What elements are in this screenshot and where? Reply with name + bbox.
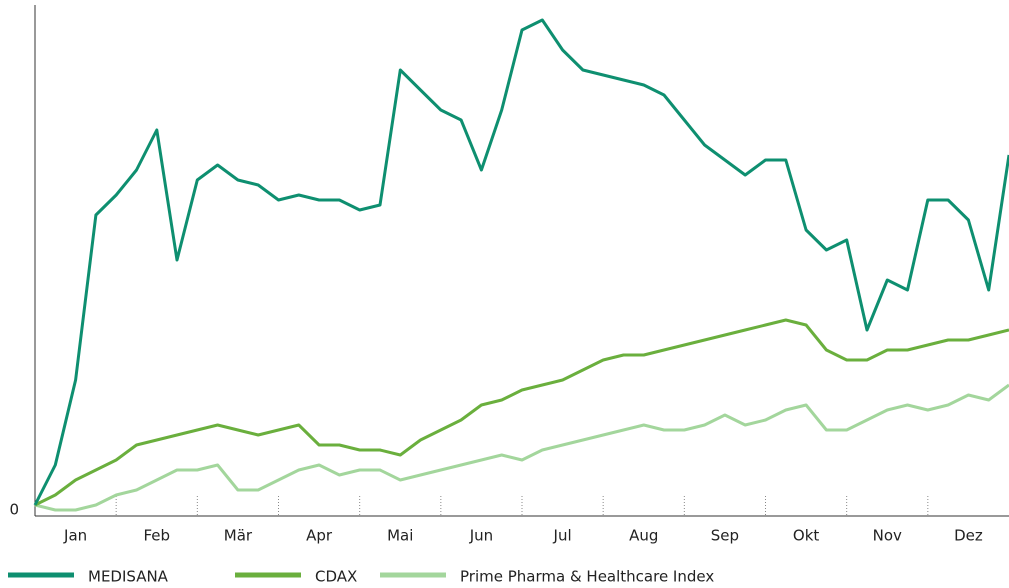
y-tick-label: 0	[9, 501, 19, 519]
x-tick-label: Apr	[306, 527, 333, 545]
x-tick-label: Nov	[873, 527, 902, 545]
x-tick-label: Dez	[954, 527, 983, 545]
legend-label: Prime Pharma & Healthcare Index	[460, 568, 714, 586]
x-tick-label: Jan	[63, 527, 87, 545]
x-tick-label: Mär	[224, 527, 253, 545]
x-tick-label: Mai	[387, 527, 413, 545]
x-tick-label: Jun	[469, 527, 493, 545]
x-tick-label: Feb	[143, 527, 170, 545]
legend-label: MEDISANA	[88, 568, 169, 586]
x-tick-label: Jul	[553, 527, 572, 545]
line-series	[34, 318, 1009, 507]
x-tick-label: Aug	[629, 527, 658, 545]
legend-label: CDAX	[315, 568, 357, 586]
line-series	[34, 383, 1009, 512]
line-series	[33, 18, 1009, 506]
x-tick-label: Okt	[793, 527, 819, 545]
x-tick-label: Sep	[711, 527, 739, 545]
